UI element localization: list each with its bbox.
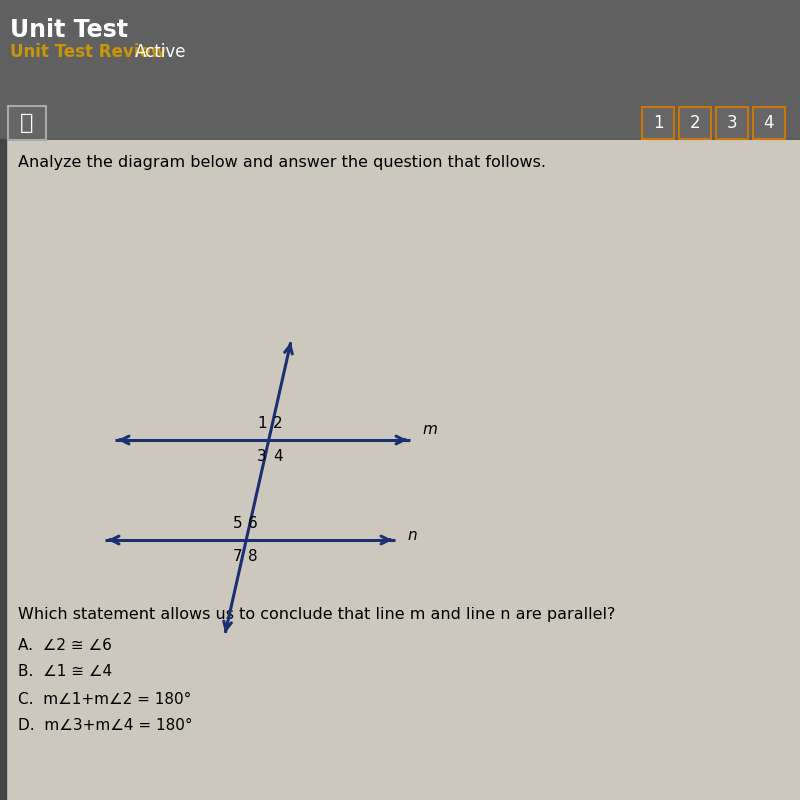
Text: 3: 3 bbox=[726, 114, 738, 132]
Text: 4: 4 bbox=[764, 114, 774, 132]
Text: C.  m∠1+m∠2 = 180°: C. m∠1+m∠2 = 180° bbox=[18, 691, 191, 706]
Text: 3: 3 bbox=[258, 449, 267, 464]
Text: 1: 1 bbox=[653, 114, 663, 132]
Text: Unit Test Review: Unit Test Review bbox=[10, 43, 166, 61]
Text: 5: 5 bbox=[232, 516, 242, 531]
Text: 1: 1 bbox=[258, 416, 267, 431]
Bar bbox=[0, 139, 800, 144]
Bar bbox=[642, 107, 674, 139]
Text: Unit Test: Unit Test bbox=[10, 18, 128, 42]
Text: m: m bbox=[422, 422, 437, 438]
Text: A.  ∠2 ≅ ∠6: A. ∠2 ≅ ∠6 bbox=[18, 638, 112, 653]
Text: 7: 7 bbox=[232, 549, 242, 564]
Text: 8: 8 bbox=[248, 549, 258, 564]
Text: 6: 6 bbox=[248, 516, 258, 531]
Text: Active: Active bbox=[135, 43, 186, 61]
Bar bbox=[8, 106, 46, 140]
Bar bbox=[0, 140, 6, 800]
Bar bbox=[753, 107, 785, 139]
Text: Which statement allows us to conclude that line m and line n are parallel?: Which statement allows us to conclude th… bbox=[18, 607, 615, 622]
Text: B.  ∠1 ≅ ∠4: B. ∠1 ≅ ∠4 bbox=[18, 665, 112, 679]
Text: Analyze the diagram below and answer the question that follows.: Analyze the diagram below and answer the… bbox=[18, 154, 546, 170]
Text: n: n bbox=[407, 527, 417, 542]
Text: 2: 2 bbox=[690, 114, 700, 132]
Text: ⎙: ⎙ bbox=[20, 113, 34, 133]
Bar bbox=[6, 140, 800, 800]
Bar bbox=[0, 0, 800, 140]
Text: 4: 4 bbox=[273, 449, 282, 464]
Text: D.  m∠3+m∠4 = 180°: D. m∠3+m∠4 = 180° bbox=[18, 718, 193, 734]
Text: 2: 2 bbox=[273, 416, 282, 431]
Bar bbox=[679, 107, 711, 139]
Bar bbox=[716, 107, 748, 139]
